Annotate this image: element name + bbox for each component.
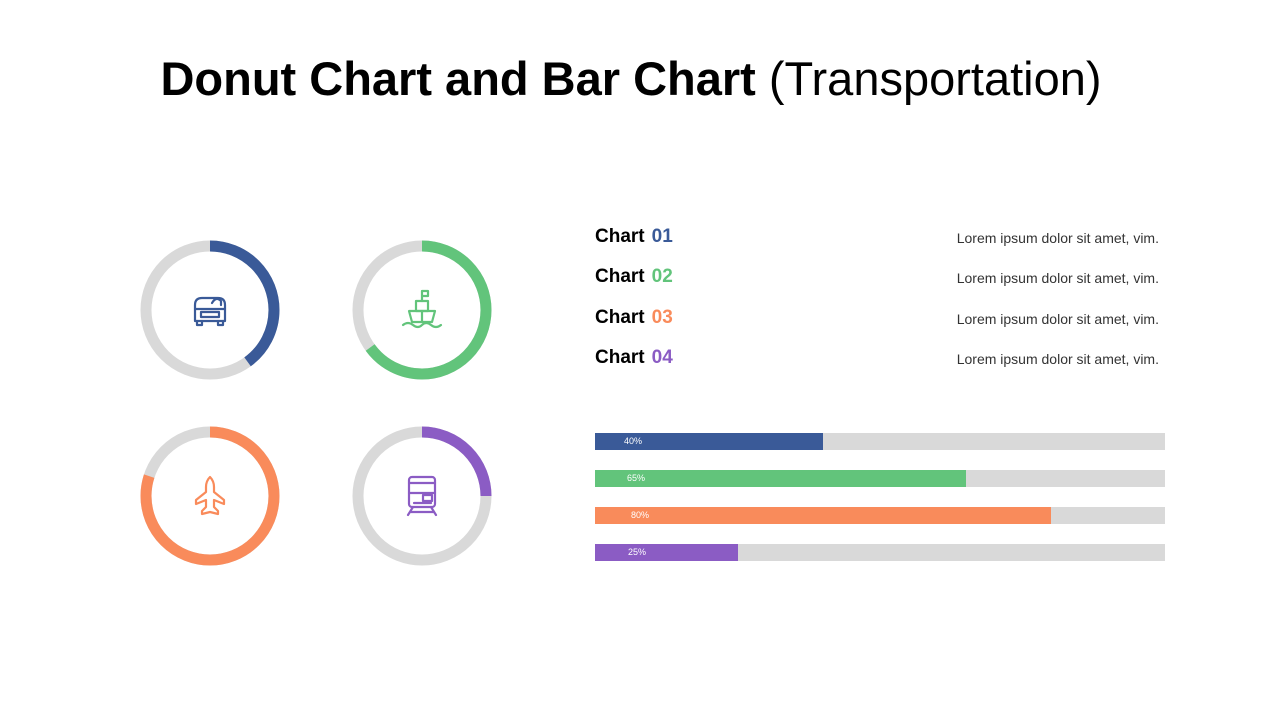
legend-label: Chart 02 (595, 266, 673, 288)
legend-item: Chart 04 Lorem ipsum dolor sit amet, vim. (595, 347, 1165, 387)
bar-track: 65% (595, 470, 1165, 487)
legend-label-number: 02 (651, 266, 673, 288)
donut-2 (350, 238, 494, 382)
legend-label: Chart 01 (595, 226, 673, 248)
legend-label: Chart 04 (595, 347, 673, 369)
legend-item: Chart 02 Lorem ipsum dolor sit amet, vim. (595, 266, 1165, 306)
legend-label-text: Chart (595, 346, 645, 368)
donut-3-slice (140, 426, 280, 566)
donut-charts (0, 0, 560, 720)
donut-4-slice (352, 426, 492, 566)
legend-description: Lorem ipsum dolor sit amet, vim. (956, 270, 1159, 287)
legend-label-text: Chart (595, 266, 645, 288)
train-icon (397, 471, 447, 521)
donut-3 (138, 424, 282, 568)
donut-2-svg (352, 240, 492, 380)
airplane-icon (185, 471, 235, 521)
bar-value-label: 40% (624, 436, 643, 446)
title-light: (Transportation) (768, 52, 1102, 105)
donut-1-slice (140, 240, 280, 380)
legend-item: Chart 03 Lorem ipsum dolor sit amet, vim. (595, 307, 1165, 347)
bar-track: 25% (595, 544, 1165, 561)
car-icon (185, 285, 235, 335)
donut-1 (138, 238, 282, 382)
donut-4 (350, 424, 494, 568)
bar-fill: 25% (595, 544, 738, 561)
donut-4-svg (352, 426, 492, 566)
legend-label-number: 04 (651, 346, 673, 368)
donut-2-slice (352, 240, 492, 380)
legend-description: Lorem ipsum dolor sit amet, vim. (956, 350, 1159, 367)
donut-1-svg (140, 240, 280, 380)
bar-value-label: 80% (631, 510, 650, 520)
page-title: Donut Chart and Bar Chart (Transportatio… (0, 50, 1262, 108)
bar-value-label: 65% (627, 473, 646, 483)
title-bold: Donut Chart and Bar Chart (160, 52, 756, 105)
bar-fill: 80% (595, 507, 1051, 524)
bar-fill: 40% (595, 433, 823, 450)
legend-item: Chart 01 Lorem ipsum dolor sit amet, vim. (595, 226, 1165, 266)
bar-fill: 65% (595, 470, 966, 487)
legend-description: Lorem ipsum dolor sit amet, vim. (956, 230, 1159, 246)
ship-icon (397, 285, 447, 335)
legend-label-number: 03 (651, 306, 673, 328)
legend-label-number: 01 (651, 226, 673, 247)
donut-3-svg (140, 426, 280, 566)
legend-description: Lorem ipsum dolor sit amet, vim. (956, 310, 1159, 327)
legend: Chart 01 Lorem ipsum dolor sit amet, vim. C… (595, 226, 1165, 387)
legend-label-text: Chart (595, 306, 645, 328)
bar-value-label: 25% (628, 547, 647, 557)
bar-track: 80% (595, 507, 1165, 524)
bar-track: 40% (595, 433, 1165, 450)
legend-label-text: Chart (595, 226, 645, 247)
legend-label: Chart 03 (595, 307, 673, 329)
